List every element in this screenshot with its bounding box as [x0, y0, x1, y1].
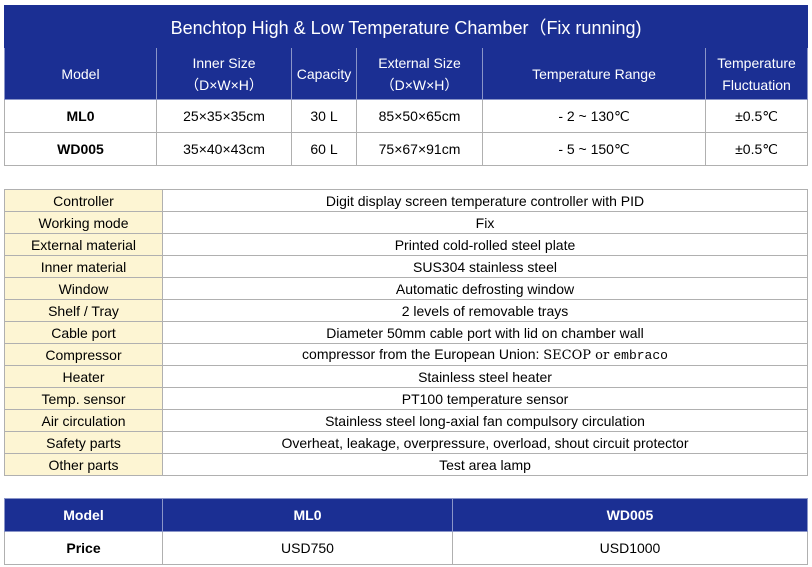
- price-table: Model ML0 WD005 Price USD750 USD1000: [4, 498, 808, 565]
- price-header-model: Model: [4, 498, 163, 532]
- feature-label: Controller: [4, 189, 163, 212]
- price-label: Price: [4, 531, 163, 565]
- feature-row: Working mode Fix: [4, 211, 808, 234]
- feature-label: Air circulation: [4, 409, 163, 432]
- spec-table-title-row: Benchtop High & Low Temperature Chamber（…: [3, 5, 809, 48]
- cell-external-size: 75×67×91cm: [356, 132, 483, 166]
- compressor-brand-embraco: embraco: [613, 348, 668, 363]
- feature-row: Safety parts Overheat, leakage, overpres…: [4, 431, 808, 454]
- feature-value: SUS304 stainless steel: [162, 255, 808, 278]
- feature-value: Overheat, leakage, overpressure, overloa…: [162, 431, 808, 454]
- spec-row-ml0: ML0 25×35×35cm 30 L 85×50×65cm - 2 ~ 130…: [4, 99, 809, 133]
- header-inner-size-sub: （D×W×H）: [185, 76, 263, 93]
- header-temp-range: Temperature Range: [482, 47, 706, 100]
- price-header-row: Model ML0 WD005: [4, 498, 808, 532]
- cell-capacity: 60 L: [291, 132, 357, 166]
- compressor-brand-secop: SECOP: [543, 348, 592, 363]
- header-external-size-sub: （D×W×H）: [380, 76, 459, 93]
- feature-row: External material Printed cold-rolled st…: [4, 233, 808, 256]
- feature-label: Compressor: [4, 343, 163, 366]
- compressor-prefix: compressor from the European Union:: [302, 346, 544, 362]
- price-header-ml0: ML0: [162, 498, 453, 532]
- feature-row: Controller Digit display screen temperat…: [4, 189, 808, 212]
- cell-temp-range: - 2 ~ 130℃: [482, 99, 706, 133]
- feature-label: Working mode: [4, 211, 163, 234]
- feature-row: Other parts Test area lamp: [4, 453, 808, 476]
- feature-row: Inner material SUS304 stainless steel: [4, 255, 808, 278]
- feature-value: Printed cold-rolled steel plate: [162, 233, 808, 256]
- feature-label: Shelf / Tray: [4, 299, 163, 322]
- feature-row: Air circulation Stainless steel long-axi…: [4, 409, 808, 432]
- header-external-size-label: External Size: [378, 54, 461, 71]
- feature-row: Cable port Diameter 50mm cable port with…: [4, 321, 808, 344]
- feature-label: Heater: [4, 365, 163, 388]
- cell-external-size: 85×50×65cm: [356, 99, 483, 133]
- feature-row: Temp. sensor PT100 temperature sensor: [4, 387, 808, 410]
- feature-label: Window: [4, 277, 163, 300]
- feature-value: Test area lamp: [162, 453, 808, 476]
- feature-label: Cable port: [4, 321, 163, 344]
- feature-label: Inner material: [4, 255, 163, 278]
- cell-inner-size: 35×40×43cm: [156, 132, 292, 166]
- feature-value: Digit display screen temperature control…: [162, 189, 808, 212]
- feature-value: Stainless steel heater: [162, 365, 808, 388]
- spec-table-header-row: Model Inner Size （D×W×H） Capacity Extern…: [4, 47, 809, 100]
- feature-value: PT100 temperature sensor: [162, 387, 808, 410]
- price-wd005: USD1000: [452, 531, 808, 565]
- feature-value: Automatic defrosting window: [162, 277, 808, 300]
- cell-fluctuation: ±0.5℃: [704, 99, 809, 133]
- cell-model: WD005: [4, 132, 157, 166]
- cell-inner-size: 25×35×35cm: [156, 99, 292, 133]
- price-ml0: USD750: [162, 531, 453, 565]
- price-header-wd005: WD005: [452, 498, 808, 532]
- feature-label: Safety parts: [4, 431, 163, 454]
- header-temp-fluct-line2: Fluctuation: [722, 76, 791, 93]
- feature-value: 2 levels of removable trays: [162, 299, 808, 322]
- cell-model: ML0: [4, 99, 157, 133]
- header-inner-size: Inner Size （D×W×H）: [156, 47, 292, 100]
- header-temp-fluct-line1: Temperature: [717, 54, 796, 71]
- feature-value: Stainless steel long-axial fan compulsor…: [162, 409, 808, 432]
- feature-row: Shelf / Tray 2 levels of removable trays: [4, 299, 808, 322]
- feature-label: External material: [4, 233, 163, 256]
- feature-value: compressor from the European Union: SECO…: [162, 343, 808, 366]
- price-row: Price USD750 USD1000: [4, 531, 808, 565]
- feature-value: Fix: [162, 211, 808, 234]
- cell-temp-range: - 5 ~ 150℃: [482, 132, 706, 166]
- feature-value: Diameter 50mm cable port with lid on cha…: [162, 321, 808, 344]
- header-temp-fluctuation: Temperature Fluctuation: [704, 47, 809, 100]
- spec-table-title: Benchtop High & Low Temperature Chamber（…: [3, 5, 809, 48]
- feature-label: Other parts: [4, 453, 163, 476]
- features-table: Controller Digit display screen temperat…: [4, 189, 808, 476]
- spec-table: Benchtop High & Low Temperature Chamber（…: [3, 5, 809, 166]
- feature-label: Temp. sensor: [4, 387, 163, 410]
- header-inner-size-label: Inner Size: [192, 54, 256, 71]
- cell-fluctuation: ±0.5℃: [704, 132, 809, 166]
- header-external-size: External Size （D×W×H）: [356, 47, 483, 100]
- compressor-joiner: or: [591, 348, 614, 363]
- header-capacity: Capacity: [291, 47, 357, 100]
- cell-capacity: 30 L: [291, 99, 357, 133]
- header-model: Model: [4, 47, 157, 100]
- feature-row: Window Automatic defrosting window: [4, 277, 808, 300]
- spec-row-wd005: WD005 35×40×43cm 60 L 75×67×91cm - 5 ~ 1…: [4, 132, 809, 166]
- feature-row: Heater Stainless steel heater: [4, 365, 808, 388]
- feature-row-compressor: Compressor compressor from the European …: [4, 343, 808, 366]
